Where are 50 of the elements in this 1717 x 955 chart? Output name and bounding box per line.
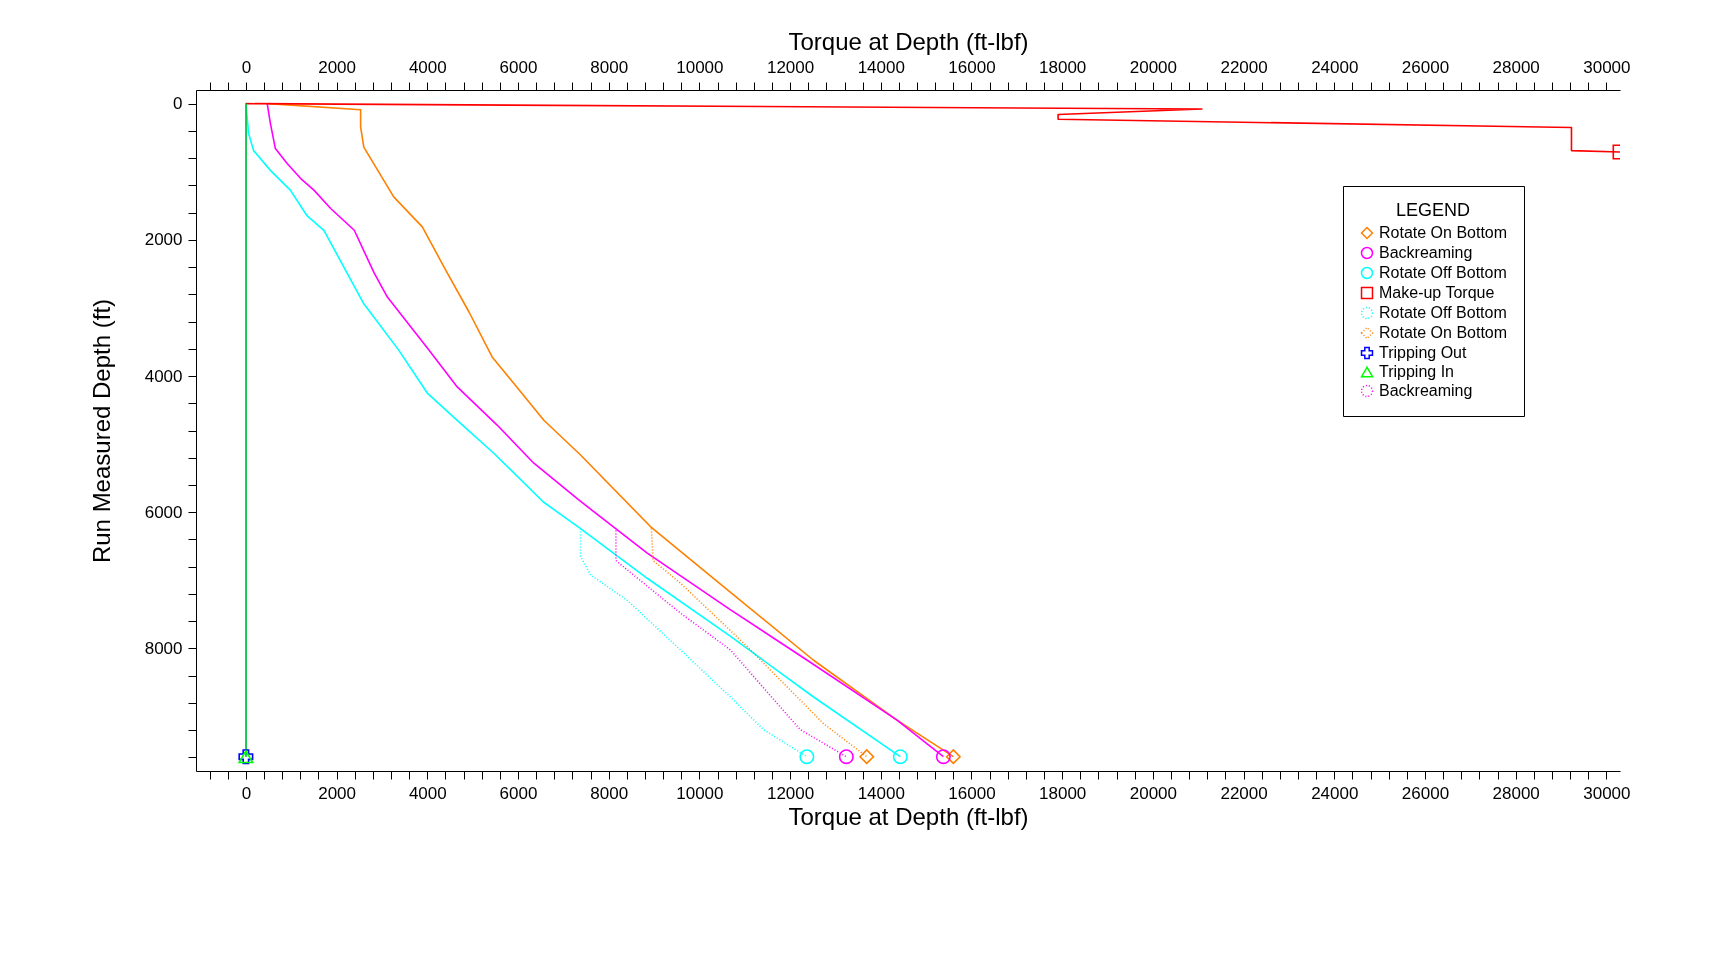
x-tick-label: 14000 [857,783,905,803]
x2-tick-label: 8000 [590,57,629,77]
x-axis-title: Torque at Depth (ft-lbf) [788,802,1029,830]
x-tick-label: 12000 [766,783,815,803]
x-tick-label: 26000 [1401,783,1450,803]
y-tick-label: 2000 [144,230,183,250]
x-tick-label: 22000 [1220,783,1268,803]
x-tick-label: 2000 [318,783,356,803]
legend-label: Rotate On Bottom [1379,224,1508,241]
x2-tick-label: 6000 [499,57,538,77]
x2-tick-label: 20000 [1129,57,1178,77]
x-tick-label: 6000 [499,783,538,803]
legend-label: Make-up Torque [1379,284,1495,301]
x2-axis-title: Torque at Depth (ft-lbf) [788,27,1029,55]
y-tick-label: 8000 [144,638,183,658]
x2-tick-label: 28000 [1492,57,1540,77]
x2-tick-label: 18000 [1039,57,1087,77]
y-tick-label: 6000 [144,502,183,522]
x-tick-label: 20000 [1129,783,1178,803]
legend-title: LEGEND [1395,200,1471,220]
x-tick-label: 28000 [1492,783,1540,803]
x-tick-label: 24000 [1311,783,1359,803]
x-tick-label: 16000 [948,783,996,803]
x-tick-label: 8000 [590,783,629,803]
x2-tick-label: 24000 [1311,57,1359,77]
x2-tick-label: 26000 [1401,57,1450,77]
legend-label: Rotate On Bottom [1379,324,1508,341]
x2-tick-label: 10000 [676,57,724,77]
x2-tick-label: 2000 [318,57,356,77]
x2-tick-label: 16000 [948,57,996,77]
legend-label: Tripping In [1379,363,1454,380]
x-tick-label: 0 [241,783,252,803]
y-axis-title: Run Measured Depth (ft) [87,298,115,564]
x-tick-label: 18000 [1039,783,1087,803]
x2-tick-label: 14000 [857,57,905,77]
x-tick-label: 10000 [676,783,724,803]
x-tick-label: 30000 [1583,783,1631,803]
x2-tick-label: 30000 [1583,57,1631,77]
x2-tick-label: 4000 [408,57,447,77]
legend-label: Backreaming [1379,244,1473,261]
x-tick-label: 4000 [408,783,447,803]
legend-label: Rotate Off Bottom [1379,304,1507,321]
y-tick-label: 0 [173,94,183,114]
x2-tick-label: 12000 [766,57,815,77]
x2-tick-label: 0 [241,57,252,77]
x2-tick-label: 22000 [1220,57,1268,77]
legend-label: Tripping Out [1379,344,1467,361]
legend-label: Backreaming [1379,382,1473,399]
y-tick-label: 4000 [144,366,183,386]
legend-label: Rotate Off Bottom [1379,264,1507,281]
